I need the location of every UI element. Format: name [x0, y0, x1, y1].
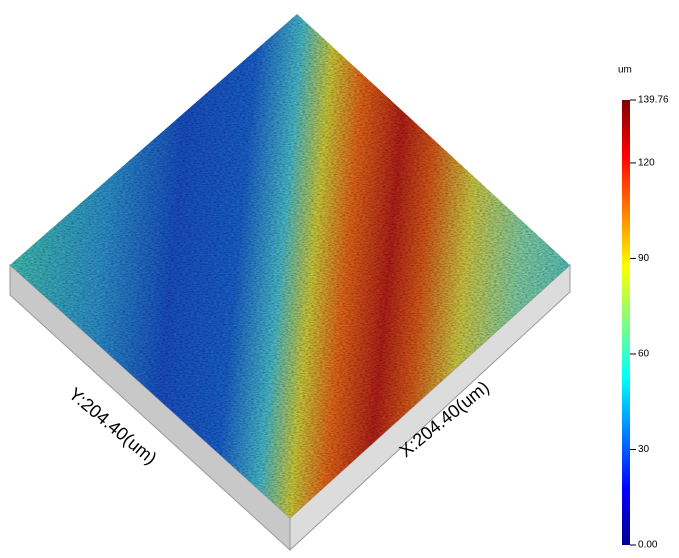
- page: Y:204.40(um) X:204.40(um) um 0.003060901…: [0, 0, 679, 558]
- colorbar-tick-label: 139.76: [638, 95, 669, 106]
- colorbar-tick-label: 30: [638, 444, 650, 455]
- colorbar-unit: um: [618, 65, 632, 76]
- colorbar-tick-label: 90: [638, 253, 650, 264]
- colorbar-tick-label: 0.00: [638, 540, 658, 551]
- colorbar-tick-label: 60: [638, 349, 650, 360]
- colorbar: [622, 100, 630, 545]
- surface: [10, 14, 570, 518]
- colorbar-tick-label: 120: [638, 158, 655, 169]
- surface-view: Y:204.40(um) X:204.40(um) um 0.003060901…: [0, 0, 679, 558]
